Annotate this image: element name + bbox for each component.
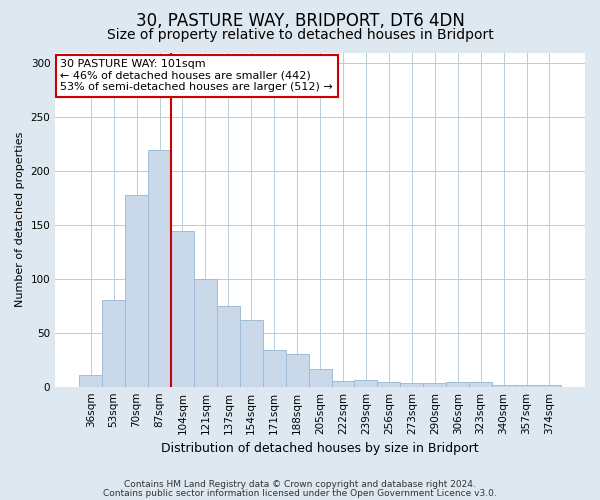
Bar xyxy=(79,375,102,386)
Text: Contains HM Land Registry data © Crown copyright and database right 2024.: Contains HM Land Registry data © Crown c… xyxy=(124,480,476,489)
Text: 30 PASTURE WAY: 101sqm
← 46% of detached houses are smaller (442)
53% of semi-de: 30 PASTURE WAY: 101sqm ← 46% of detached… xyxy=(61,59,333,92)
Bar xyxy=(286,354,308,386)
Bar xyxy=(148,150,171,386)
Bar xyxy=(423,384,446,386)
Bar xyxy=(263,350,286,387)
Bar xyxy=(171,232,194,386)
Bar xyxy=(240,320,263,386)
Bar xyxy=(355,380,377,386)
Bar xyxy=(515,384,538,386)
X-axis label: Distribution of detached houses by size in Bridport: Distribution of detached houses by size … xyxy=(161,442,479,455)
Text: Contains public sector information licensed under the Open Government Licence v3: Contains public sector information licen… xyxy=(103,488,497,498)
Bar xyxy=(102,300,125,386)
Text: 30, PASTURE WAY, BRIDPORT, DT6 4DN: 30, PASTURE WAY, BRIDPORT, DT6 4DN xyxy=(136,12,464,30)
Bar xyxy=(217,306,240,386)
Bar xyxy=(446,382,469,386)
Bar xyxy=(492,384,515,386)
Bar xyxy=(194,279,217,386)
Bar xyxy=(538,384,561,386)
Bar xyxy=(377,382,400,386)
Bar xyxy=(332,382,355,386)
Bar xyxy=(400,384,423,386)
Bar xyxy=(125,195,148,386)
Bar xyxy=(308,370,332,386)
Text: Size of property relative to detached houses in Bridport: Size of property relative to detached ho… xyxy=(107,28,493,42)
Y-axis label: Number of detached properties: Number of detached properties xyxy=(15,132,25,308)
Bar xyxy=(469,382,492,386)
